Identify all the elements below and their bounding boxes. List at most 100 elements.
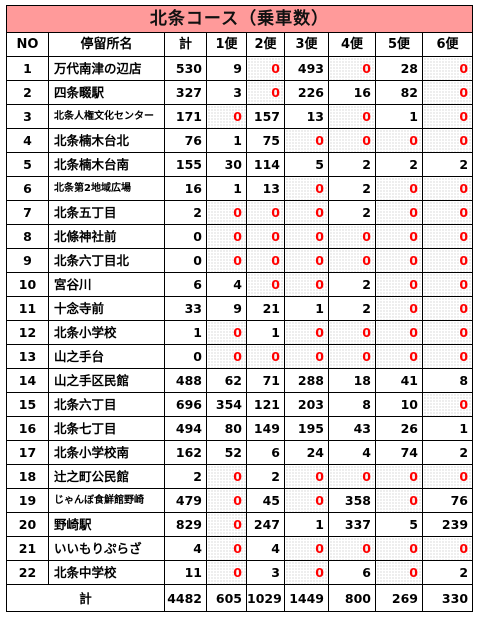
- row-total-cell: 171: [164, 104, 207, 129]
- header-cell-trip-2: 2便: [246, 32, 285, 57]
- trip-3-count-cell: 493: [284, 56, 329, 81]
- trip-1-count-cell: 0: [206, 248, 247, 273]
- trip-1-count-cell: 9: [206, 56, 247, 81]
- trip-2-count-cell: 2: [246, 464, 285, 489]
- stop-name-cell: 山之手区民館: [48, 368, 165, 393]
- trip-5-count-cell: 0: [375, 128, 423, 153]
- table-row: 5 北条楠木台南 155 30 114 5 2 2 2: [6, 152, 474, 177]
- row-total-cell: 829: [164, 512, 207, 537]
- trip-6-count-cell: 239: [421, 512, 474, 537]
- trip-5-count-cell: 0: [375, 296, 423, 321]
- trip-4-count-cell: 358: [328, 488, 376, 513]
- row-number-cell: 15: [6, 392, 49, 417]
- trip-4-count-cell: 16: [328, 80, 376, 105]
- row-number-cell: 21: [6, 536, 49, 561]
- trip-5-count-cell: 0: [375, 320, 423, 345]
- trip-2-count-cell: 3: [246, 560, 285, 585]
- table-title: 北条コース（乗車数）: [5, 5, 474, 33]
- trip-6-count-cell: 2: [421, 560, 474, 585]
- trip-4-count-cell: 0: [328, 248, 376, 273]
- trip-3-count-cell: 1: [284, 512, 329, 537]
- trip-5-count-cell: 0: [375, 560, 423, 585]
- row-number-cell: 5: [6, 152, 49, 177]
- row-total-cell: 0: [164, 248, 207, 273]
- trip-4-count-cell: 2: [328, 296, 376, 321]
- total-row: 計 4482 605 1029 1449 800 269 330: [6, 584, 474, 612]
- trip-6-count-cell: 0: [421, 80, 474, 105]
- table-row: 22 北条中学校 11 0 3 0 6 0 2: [6, 560, 474, 585]
- trip-1-count-cell: 0: [206, 464, 247, 489]
- ridership-table-wrapper: 北条コース（乗車数） NO 停留所名 計 1便 2便 3便 4便 5便 6便 1…: [5, 5, 474, 612]
- stop-name-cell: 北条楠木台南: [48, 152, 165, 177]
- row-number-cell: 20: [6, 512, 49, 537]
- row-total-cell: 0: [164, 344, 207, 369]
- trip-3-count-cell: 0: [284, 536, 329, 561]
- table-row: 17 北条小学校南 162 52 6 24 4 74 2: [6, 440, 474, 465]
- row-number-cell: 17: [6, 440, 49, 465]
- row-number-cell: 16: [6, 416, 49, 441]
- row-number-cell: 8: [6, 224, 49, 249]
- row-total-cell: 530: [164, 56, 207, 81]
- table-row: 9 北条六丁目北 0 0 0 0 0 0 0: [6, 248, 474, 273]
- stop-name-cell: 辻之町公民館: [48, 464, 165, 489]
- table-row: 18 辻之町公民館 2 0 2 0 0 0 0: [6, 464, 474, 489]
- trip-4-count-cell: 2: [328, 152, 376, 177]
- header-cell-no: NO: [6, 32, 49, 57]
- header-cell-total: 計: [164, 32, 207, 57]
- trip-2-count-cell: 0: [246, 80, 285, 105]
- stop-name-cell: 宮谷川: [48, 272, 165, 297]
- row-total-cell: 696: [164, 392, 207, 417]
- trip-3-count-cell: 0: [284, 272, 329, 297]
- trip-1-count-cell: 0: [206, 488, 247, 513]
- trip-1-count-cell: 0: [206, 200, 247, 225]
- trip-5-count-cell: 0: [375, 176, 423, 201]
- trip-3-count-cell: 0: [284, 464, 329, 489]
- table-row: 4 北条楠木台北 76 1 75 0 0 0 0: [6, 128, 474, 153]
- trip-4-count-cell: 4: [328, 440, 376, 465]
- trip-4-count-cell: 18: [328, 368, 376, 393]
- title-row: 北条コース（乗車数）: [5, 5, 474, 33]
- table-row: 21 いいもりぷらざ 4 0 4 0 0 0 0: [6, 536, 474, 561]
- grand-total-cell: 4482: [164, 584, 207, 612]
- trip-4-count-cell: 0: [328, 56, 376, 81]
- trip-1-count-cell: 1: [206, 128, 247, 153]
- trip-3-count-cell: 0: [284, 224, 329, 249]
- trip-5-count-cell: 1: [375, 104, 423, 129]
- trip-2-count-cell: 114: [246, 152, 285, 177]
- stop-name-cell: 野崎駅: [48, 512, 165, 537]
- row-total-cell: 479: [164, 488, 207, 513]
- row-number-cell: 6: [6, 176, 49, 201]
- table-row: 2 四条畷駅 327 3 0 226 16 82 0: [6, 80, 474, 105]
- trip-4-count-cell: 337: [328, 512, 376, 537]
- trip-4-count-cell: 0: [328, 464, 376, 489]
- trip-1-count-cell: 0: [206, 224, 247, 249]
- trip-6-count-cell: 2: [421, 152, 474, 177]
- row-total-cell: 2: [164, 200, 207, 225]
- trip-1-count-cell: 0: [206, 320, 247, 345]
- header-cell-stop-name: 停留所名: [48, 32, 165, 57]
- trip-5-count-cell: 10: [375, 392, 423, 417]
- trip-6-count-cell: 0: [421, 320, 474, 345]
- trip-2-count-cell: 247: [246, 512, 285, 537]
- trip-5-count-cell: 0: [375, 224, 423, 249]
- trip-2-count-cell: 6: [246, 440, 285, 465]
- row-number-cell: 18: [6, 464, 49, 489]
- trip-2-count-cell: 71: [246, 368, 285, 393]
- trip-4-count-cell: 2: [328, 272, 376, 297]
- trip-4-count-cell: 43: [328, 416, 376, 441]
- trip-2-count-cell: 0: [246, 224, 285, 249]
- table-row: 11 十念寺前 33 9 21 1 2 0 0: [6, 296, 474, 321]
- trip-3-count-cell: 0: [284, 320, 329, 345]
- row-number-cell: 4: [6, 128, 49, 153]
- table-row: 7 北条五丁目 2 0 0 0 2 0 0: [6, 200, 474, 225]
- trip-3-count-cell: 226: [284, 80, 329, 105]
- trip-4-count-cell: 0: [328, 536, 376, 561]
- trip-3-total-cell: 1449: [284, 584, 329, 612]
- trip-3-count-cell: 0: [284, 176, 329, 201]
- trip-4-count-cell: 0: [328, 344, 376, 369]
- stop-name-cell: 北条小学校: [48, 320, 165, 345]
- stop-name-cell: いいもりぷらざ: [48, 536, 165, 561]
- trip-5-count-cell: 82: [375, 80, 423, 105]
- row-number-cell: 10: [6, 272, 49, 297]
- stop-name-cell: 北條神社前: [48, 224, 165, 249]
